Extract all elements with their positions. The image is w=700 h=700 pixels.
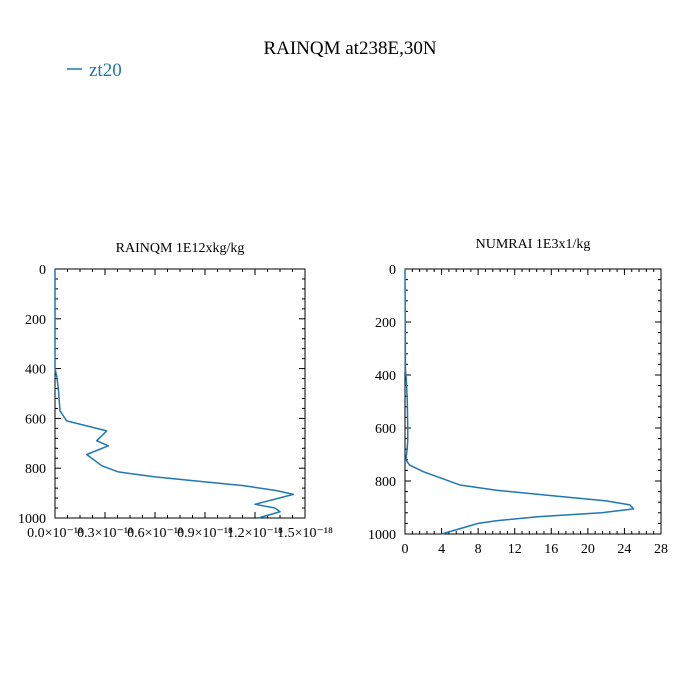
x-tick-label: 20 <box>581 542 595 557</box>
x-tick-label: 0.0×10⁻¹⁸ <box>27 526 83 541</box>
x-tick-label: 16 <box>544 542 558 557</box>
x-tick-label: 24 <box>617 542 631 557</box>
legend: zt20 <box>67 60 122 81</box>
x-tick-label: 8 <box>475 542 482 557</box>
x-tick-label: 28 <box>654 542 668 557</box>
x-tick-label: 12 <box>508 542 522 557</box>
y-tick-label: 800 <box>25 462 46 477</box>
y-tick-label: 600 <box>375 422 396 437</box>
y-tick-label: 200 <box>25 313 46 328</box>
chart-title: NUMRAI 1E3x1/kg <box>476 237 591 252</box>
y-tick-label: 0 <box>389 263 396 278</box>
y-tick-label: 200 <box>375 316 396 331</box>
legend-label: zt20 <box>89 60 122 81</box>
series-line-zt20 <box>404 268 635 535</box>
series-line-zt20 <box>54 269 295 519</box>
numrai-profile-chart: NUMRAI 1E3x1/kg 0 4 8 12 16 20 24 28 0 200 400 600 80… <box>368 237 668 557</box>
y-tick-label: 400 <box>375 369 396 384</box>
x-tick-label: 4 <box>438 542 445 557</box>
y-tick-label: 400 <box>25 363 46 378</box>
y-tick-label: 0 <box>39 263 46 278</box>
y-tick-label: 1000 <box>18 512 46 527</box>
x-tick-label: 0 <box>402 542 409 557</box>
plot-frame <box>54 268 306 519</box>
x-tick-label: 1.5×10⁻¹⁸ <box>277 526 333 541</box>
y-tick-label: 600 <box>25 412 46 427</box>
x-tick-label: 1.2×10⁻¹⁸ <box>227 526 283 541</box>
chart-title: RAINQM 1E12xkg/kg <box>116 241 245 256</box>
rainqm-profile-chart: RAINQM 1E12xkg/kg 0.0×10⁻¹⁸0.3×10⁻¹⁸0.6×1… <box>18 241 333 541</box>
x-tick-label: 0.6×10⁻¹⁸ <box>127 526 183 541</box>
figure-title: RAINQM at238E,30N <box>263 38 436 59</box>
y-tick-label: 1000 <box>368 528 396 543</box>
plot-frame <box>404 268 662 535</box>
y-tick-label: 800 <box>375 475 396 490</box>
x-tick-label: 0.3×10⁻¹⁸ <box>77 526 133 541</box>
x-tick-label: 0.9×10⁻¹⁸ <box>177 526 233 541</box>
